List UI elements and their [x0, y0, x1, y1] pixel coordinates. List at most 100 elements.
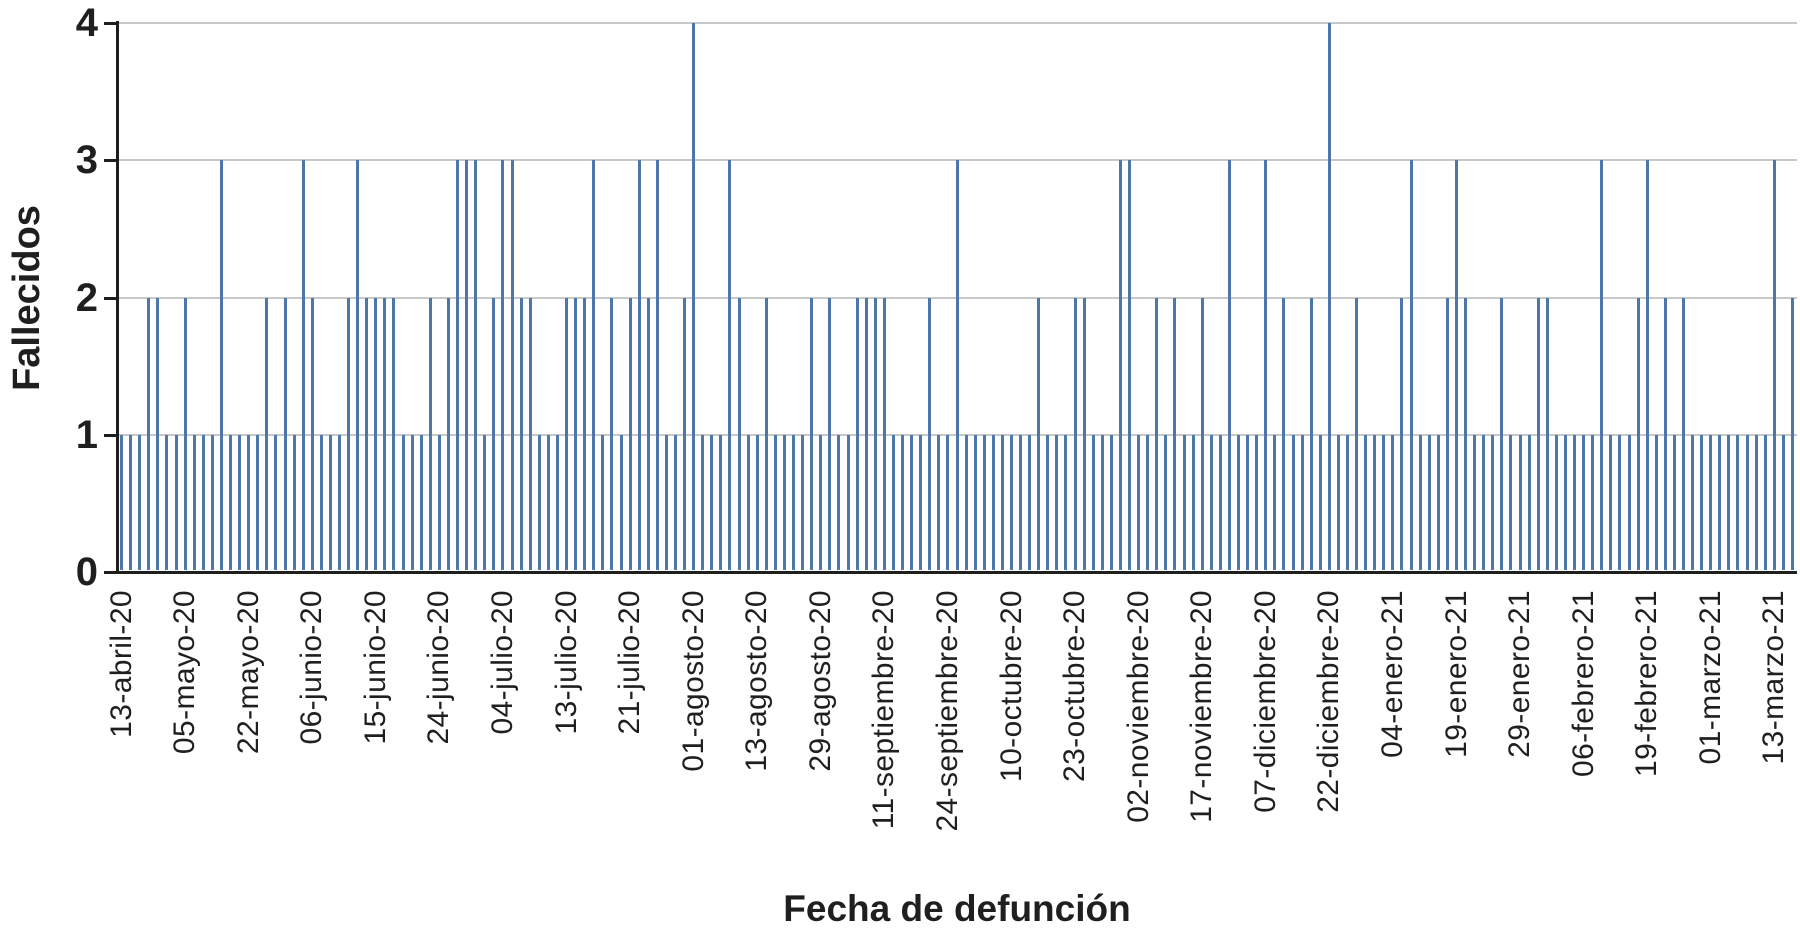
y-tick-label: 1 [75, 412, 98, 457]
bar [1291, 434, 1295, 571]
bar [882, 297, 886, 570]
bar [1209, 434, 1213, 571]
bar [428, 297, 432, 570]
x-tick-label: 15-junio-20 [358, 590, 392, 745]
bar [973, 434, 977, 571]
bar [1073, 297, 1077, 570]
bar [1600, 160, 1604, 571]
bar [1500, 297, 1504, 570]
bar [1554, 434, 1558, 571]
bar [1681, 297, 1685, 570]
bar [637, 160, 641, 571]
bar [510, 160, 514, 571]
bar [1091, 434, 1095, 571]
bar [1609, 434, 1613, 571]
bar [1336, 434, 1340, 571]
bar [946, 434, 950, 571]
bar [801, 434, 805, 571]
bar [1037, 297, 1041, 570]
bar [1445, 297, 1449, 570]
bar [619, 434, 623, 571]
bar [365, 297, 369, 570]
bar [1300, 434, 1304, 571]
bar [410, 434, 414, 571]
bar [1754, 434, 1758, 571]
bar [292, 434, 296, 571]
x-tick-label: 01-agosto-20 [676, 590, 710, 772]
x-tick-label: 04-enero-21 [1375, 590, 1409, 758]
bar [565, 297, 568, 570]
bar [1318, 434, 1322, 571]
x-tick-label: 01-marzo-21 [1693, 590, 1727, 765]
bar [692, 23, 696, 570]
bar [1663, 297, 1667, 570]
x-tick-label: 04-julio-20 [485, 590, 519, 735]
bar [1736, 434, 1740, 571]
bar [1645, 160, 1649, 571]
bar [928, 297, 932, 570]
bar [1255, 434, 1259, 571]
x-tick-label: 06-junio-20 [295, 590, 329, 745]
bar [910, 434, 914, 571]
bar [337, 434, 341, 571]
bar [964, 434, 968, 571]
bar [156, 297, 160, 570]
bar [755, 434, 759, 571]
bar [1009, 434, 1013, 571]
bar [1246, 434, 1250, 571]
x-tick-label: 17-noviembre-20 [1185, 590, 1219, 823]
bar [1173, 297, 1177, 570]
bar [1536, 297, 1540, 570]
bar [901, 434, 904, 571]
bar [719, 434, 723, 571]
bar [810, 297, 814, 570]
bar [1000, 434, 1004, 571]
bar [247, 434, 251, 571]
gridline-y4 [117, 22, 1797, 24]
x-axis-line [105, 571, 1797, 574]
bar [555, 434, 559, 571]
bar [274, 434, 278, 571]
bar [546, 434, 550, 571]
bar [1155, 297, 1159, 570]
bar [1109, 434, 1113, 571]
bar [347, 297, 351, 570]
bar [1491, 434, 1495, 571]
bar [419, 434, 423, 571]
x-tick-label: 24-septiembre-20 [930, 590, 964, 832]
bar [991, 434, 995, 571]
bar [501, 160, 505, 571]
bar [1473, 434, 1477, 571]
bar [601, 434, 605, 571]
bar [519, 297, 523, 570]
bar [120, 434, 124, 571]
bar [437, 434, 441, 571]
bar [1064, 434, 1068, 571]
bar [1454, 160, 1458, 571]
bar [256, 434, 260, 571]
x-tick-label: 13-agosto-20 [740, 590, 774, 772]
bar [1200, 297, 1204, 570]
bar [873, 297, 877, 570]
bar [1727, 434, 1731, 571]
bar [1482, 434, 1486, 571]
bar [1191, 434, 1195, 571]
bar [1128, 160, 1132, 571]
y-tick-label: 0 [75, 550, 98, 594]
bar [673, 434, 677, 571]
bar [283, 297, 287, 570]
x-tick-label: 13-julio-20 [549, 590, 583, 735]
x-tick-label: 23-octubre-20 [1058, 590, 1092, 782]
y-axis-title: Fallecidos [6, 205, 48, 391]
y-tick-mark [104, 296, 117, 300]
bar [1382, 434, 1386, 571]
bar [1400, 297, 1404, 570]
bar [1364, 434, 1368, 571]
bar [183, 297, 187, 570]
bar [474, 160, 478, 571]
bar [583, 297, 587, 570]
bar [192, 434, 196, 571]
bar [1273, 434, 1277, 571]
bar [837, 434, 841, 571]
